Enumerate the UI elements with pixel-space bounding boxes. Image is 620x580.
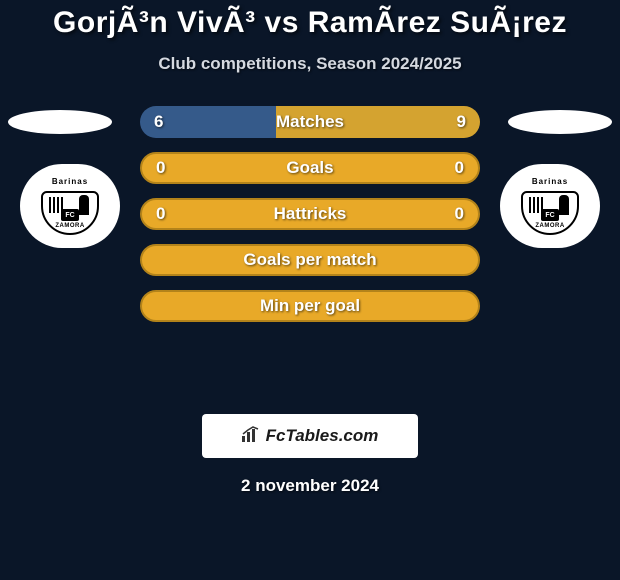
stat-label: Hattricks bbox=[274, 204, 347, 224]
badge-player-icon bbox=[559, 195, 569, 215]
badge-shield: FC ZAMORA bbox=[521, 191, 579, 235]
club-badge-left: Barinas FC ZAMORA bbox=[20, 164, 120, 248]
stat-label: Min per goal bbox=[260, 296, 360, 316]
badge-shield: FC ZAMORA bbox=[41, 191, 99, 235]
stat-bar: Goals per match bbox=[140, 244, 480, 276]
badge-bottom-text: ZAMORA bbox=[55, 223, 84, 229]
badge-player-icon bbox=[79, 195, 89, 215]
stat-label: Goals bbox=[286, 158, 333, 178]
stat-bar: 6 Matches 9 bbox=[140, 106, 480, 138]
stat-bar: Min per goal bbox=[140, 290, 480, 322]
stat-value-left: 6 bbox=[154, 112, 163, 132]
comparison-area: Barinas FC ZAMORA Barinas FC ZAMORA 6 bbox=[0, 106, 620, 386]
attribution-text: FcTables.com bbox=[266, 426, 379, 446]
badge-fc: FC bbox=[61, 209, 79, 221]
stat-value-left: 0 bbox=[156, 204, 165, 224]
stat-value-left: 0 bbox=[156, 158, 165, 178]
stat-bar: 0 Hattricks 0 bbox=[140, 198, 480, 230]
date-text: 2 november 2024 bbox=[0, 476, 620, 496]
chart-icon bbox=[242, 426, 262, 447]
badge-fc: FC bbox=[541, 209, 559, 221]
stat-label: Goals per match bbox=[243, 250, 376, 270]
player-ellipse-right bbox=[508, 110, 612, 134]
stats-card: GorjÃ³n VivÃ³ vs RamÃ­rez SuÃ¡rez Club c… bbox=[0, 0, 620, 496]
badge-bottom-text: ZAMORA bbox=[535, 223, 564, 229]
club-badge-right: Barinas FC ZAMORA bbox=[500, 164, 600, 248]
page-title: GorjÃ³n VivÃ³ vs RamÃ­rez SuÃ¡rez bbox=[0, 6, 620, 40]
subtitle: Club competitions, Season 2024/2025 bbox=[0, 54, 620, 74]
stat-value-right: 0 bbox=[455, 204, 464, 224]
stat-bar: 0 Goals 0 bbox=[140, 152, 480, 184]
stat-bars: 6 Matches 9 0 Goals 0 0 Hattricks 0 Goals per mat… bbox=[140, 106, 480, 322]
stat-value-right: 0 bbox=[455, 158, 464, 178]
badge-arch-text: Barinas bbox=[520, 177, 580, 191]
stat-label: Matches bbox=[276, 112, 344, 132]
player-ellipse-left bbox=[8, 110, 112, 134]
badge-arch-text: Barinas bbox=[40, 177, 100, 191]
stat-value-right: 9 bbox=[457, 112, 466, 132]
attribution-badge: FcTables.com bbox=[202, 414, 418, 458]
